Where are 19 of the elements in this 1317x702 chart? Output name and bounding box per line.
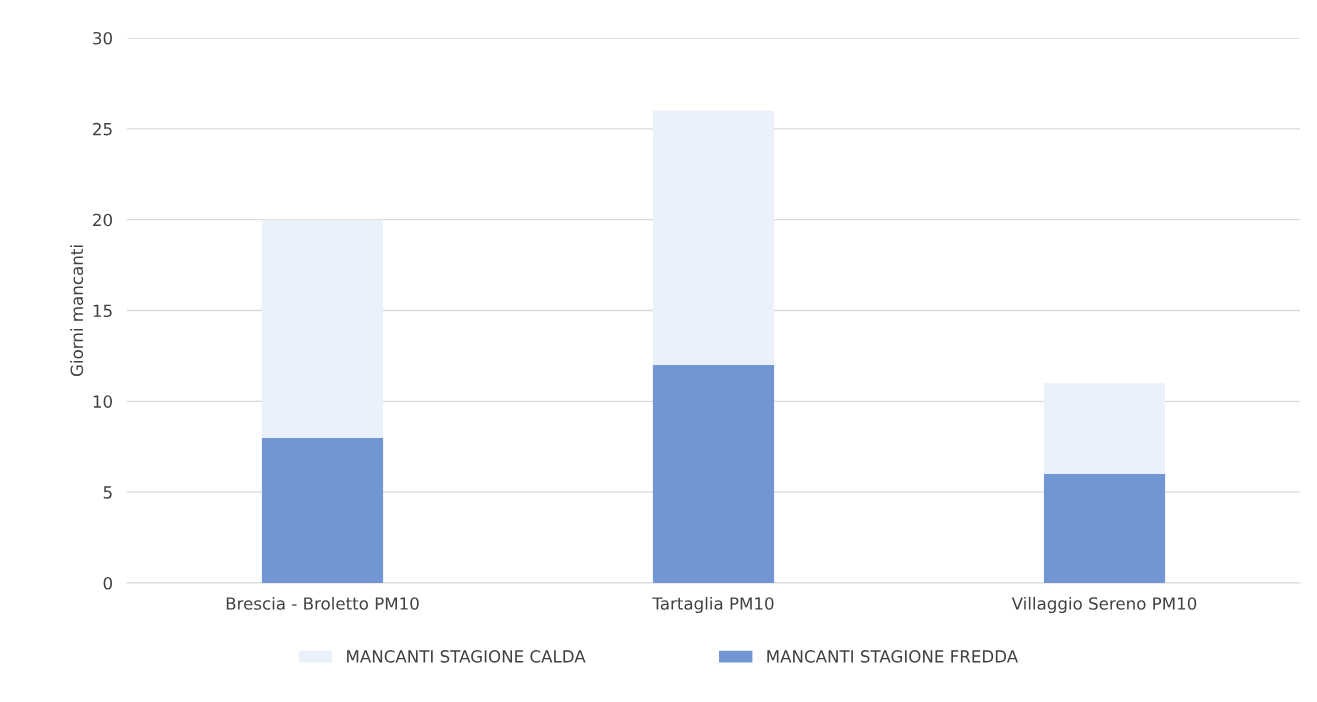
bar [1043, 383, 1166, 474]
y-tick-label: 30 [93, 31, 112, 45]
y-axis-title: Giorni mancanti [70, 245, 84, 377]
bar [652, 365, 775, 583]
x-tick-label: Tartaglia PM10 [652, 596, 774, 614]
bar [261, 219, 384, 438]
y-tick-label: 25 [93, 122, 112, 136]
y-tick-label: 5 [103, 486, 112, 499]
y-tick-label: 15 [93, 304, 112, 318]
x-tick-label: Villaggio Sereno PM10 [1011, 596, 1197, 614]
bar [261, 437, 384, 583]
y-tick-label: 0 [103, 576, 112, 590]
bar [1043, 474, 1166, 583]
legend-label: MANCANTI STAGIONE CALDA [347, 650, 586, 663]
bar [652, 110, 775, 365]
y-tick-label: 20 [93, 213, 112, 227]
legend-label: MANCANTI STAGIONE FREDDA [767, 650, 1019, 663]
x-tick-label: Brescia - Broletto PM10 [226, 596, 419, 610]
y-tick-label: 10 [93, 395, 112, 408]
